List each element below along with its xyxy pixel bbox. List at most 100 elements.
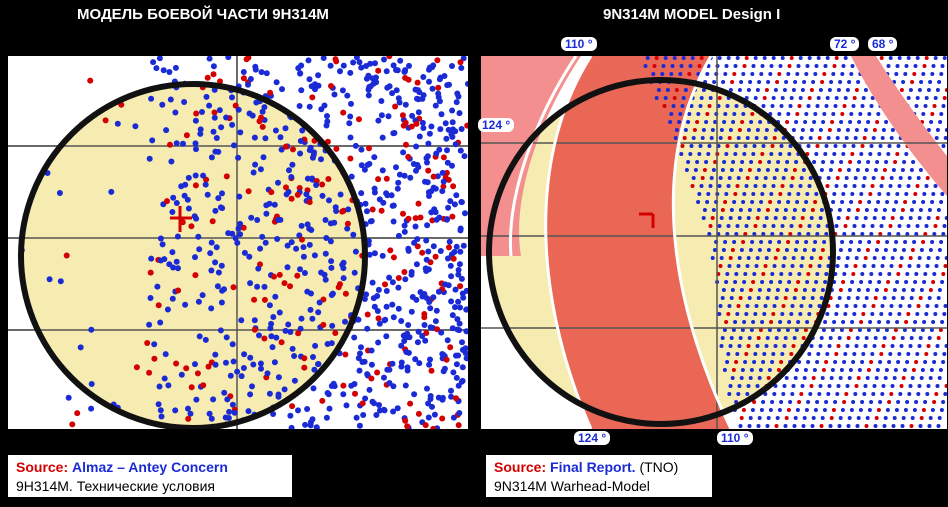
fragment-dot [386,380,393,386]
detonation-point-marker [170,206,192,232]
fragment-dot [337,281,343,288]
fragment-dot [741,112,746,116]
fragment-dot [316,299,323,306]
fragment-dot [821,368,826,372]
fragment-dot [780,224,785,228]
target-circle-outline [18,81,368,429]
fragment-dot [446,244,452,251]
fragment-dot [699,56,704,60]
fragment-dot [419,333,426,339]
fragment-dot [797,232,802,236]
fragment-dot [427,305,434,312]
fragment-dot [792,168,797,172]
fragment-dot [856,376,861,380]
fragment-dot [924,56,929,60]
fragment-dot [904,64,909,68]
fragment-dot [683,88,688,92]
fragment-dot [885,200,890,204]
fragment-dot [827,88,832,92]
fragment-dot [289,161,296,168]
fragment-dot [269,344,276,351]
fragment-dot [924,184,929,188]
fragment-dot [832,192,837,196]
fragment-dot [430,243,437,250]
fragment-dot [359,359,366,365]
fragment-dot [678,72,683,76]
fragment-dot [885,240,890,244]
fragment-dot [309,175,316,182]
fragment-dot [144,340,151,346]
fragment-dot [294,191,301,198]
fragment-dot [942,56,947,60]
fragment-dot [702,208,707,212]
fragment-dot [936,424,941,428]
fragment-dot [333,145,340,152]
fragment-dot [895,320,900,324]
fragment-dot [453,374,460,381]
fragment-dot [837,424,842,428]
fragment-dot [881,216,886,220]
fragment-dot [866,160,871,164]
fragment-dot [432,253,439,260]
fragment-dot [725,232,730,236]
fragment-dot [827,128,832,132]
fragment-dot [807,352,812,356]
fragment-dot [369,398,376,405]
fragment-dot [882,424,887,428]
fragment-dot [799,176,804,180]
fragment-dot [855,296,860,300]
fragment-dot [778,152,783,156]
fragment-dot [762,96,767,100]
fragment-dot [344,225,351,232]
fragment-dot [873,424,878,428]
fragment-dot [922,64,927,68]
fragment-dot [736,392,741,396]
fragment-dot [814,192,819,196]
fragment-dot [915,352,920,356]
fragment-dot [306,103,313,110]
fragment-dot [809,384,814,388]
fragment-dot [670,64,675,68]
fragment-dot [808,176,813,180]
fragment-dot [437,74,444,81]
fragment-dot [900,168,905,172]
fragment-dot [394,185,401,192]
fragment-dot [893,160,898,164]
fragment-dot [916,304,921,308]
band-124-110 [545,56,731,429]
fragment-dot [897,312,902,316]
fragment-dot [289,403,296,410]
fragment-dot [873,208,878,212]
left-source-subtitle: 9Н314М. Технические условия [16,478,215,494]
fragment-dot [665,88,670,92]
fragment-dot [331,91,338,98]
fragment-dot [740,120,745,124]
fragment-dot [734,360,739,364]
fragment-dot [737,256,742,260]
fragment-dot [315,309,322,316]
fragment-dot [402,417,409,424]
fragment-dot [740,160,745,164]
fragment-dot [925,176,930,180]
fragment-dot [240,69,247,75]
fragment-dot [740,368,745,372]
fragment-dot [411,391,418,398]
fragment-dot [696,112,701,116]
fragment-dot [786,72,791,76]
fragment-dot [369,206,376,213]
fragment-dot [148,95,155,102]
fragment-dot [768,200,773,204]
fragment-dot [865,288,870,292]
fragment-dot [295,330,302,337]
fragment-dot [196,333,203,340]
fragment-dot [937,248,942,252]
fragment-dot [845,384,850,388]
fragment-dot [919,80,924,84]
right-fragment-plot [481,56,947,429]
fragment-dot [449,325,456,332]
fragment-dot [762,224,767,228]
fragment-dot [893,328,898,332]
fragment-dot [908,344,913,348]
fragment-dot [824,104,829,108]
fragment-dot [310,354,316,360]
